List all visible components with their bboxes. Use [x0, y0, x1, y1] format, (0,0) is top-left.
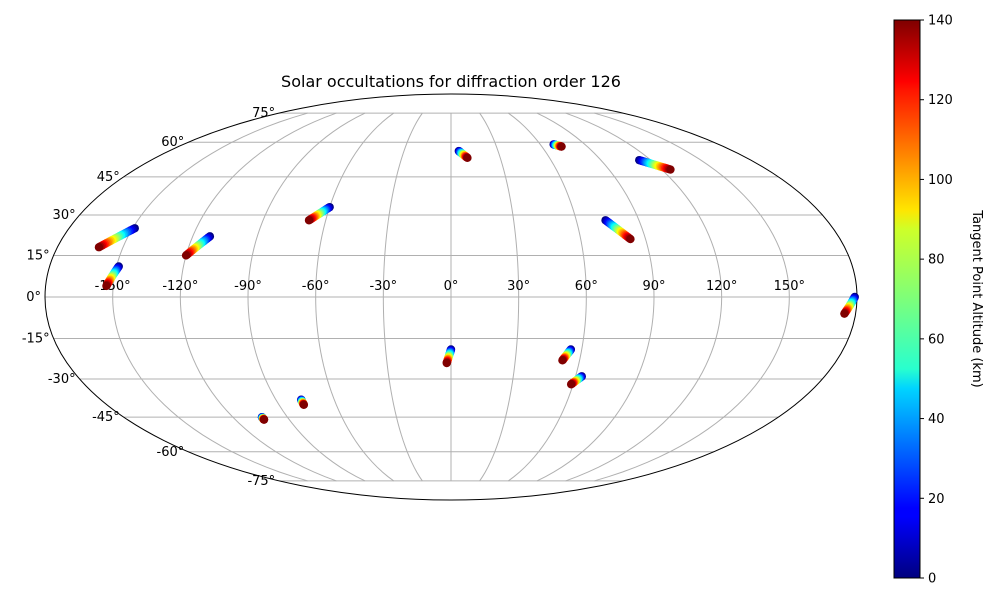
- x-tick-label: -30°: [369, 279, 397, 294]
- colorbar-tick-label: 120: [928, 93, 953, 108]
- track-point: [557, 142, 566, 151]
- occultation-track: [257, 412, 269, 424]
- occultation-track: [102, 262, 123, 291]
- y-tick-label: -60°: [157, 445, 185, 460]
- colorbar-tick-label: 40: [928, 412, 945, 427]
- track-point: [558, 356, 567, 365]
- track-point: [463, 153, 472, 163]
- occultation-track: [549, 140, 566, 151]
- occultation-track: [297, 395, 309, 409]
- chart-title: Solar occultations for diffraction order…: [281, 72, 621, 91]
- meridian-line: [382, 112, 423, 482]
- colorbar-label: Tangent Point Altitude (km): [969, 209, 984, 387]
- occultation-track: [181, 232, 215, 260]
- x-tick-label: 150°: [774, 279, 805, 294]
- y-tick-label: -30°: [48, 372, 76, 387]
- track-point: [259, 415, 269, 424]
- meridian-line: [112, 112, 308, 482]
- colorbar-tick-label: 100: [928, 173, 953, 188]
- track-point: [566, 380, 576, 389]
- graticule: [45, 112, 857, 482]
- y-tick-label: 60°: [161, 135, 184, 150]
- y-tick-label: 15°: [27, 248, 50, 263]
- occultation-track: [558, 345, 576, 365]
- occultation-track: [454, 146, 472, 163]
- x-tick-label: -60°: [302, 279, 330, 294]
- occultation-track: [304, 202, 334, 225]
- track-point: [181, 251, 191, 260]
- track-point: [94, 243, 104, 252]
- y-tick-label: 45°: [97, 170, 120, 185]
- track-point: [626, 234, 635, 244]
- occultation-track: [840, 292, 859, 318]
- colorbar-tick-label: 60: [928, 332, 945, 347]
- meridian-line: [247, 112, 366, 482]
- colorbar-ticks: 0 20 40 60 80 100 120 140: [920, 14, 953, 587]
- occultation-tracks: [94, 140, 859, 424]
- y-tick-label: -15°: [22, 332, 50, 347]
- colorbar-tick-label: 20: [928, 492, 945, 507]
- occultation-track: [442, 345, 456, 368]
- meridian-line: [315, 112, 395, 482]
- track-point: [299, 400, 309, 409]
- occultation-track: [601, 216, 635, 244]
- meridian-line: [536, 112, 655, 482]
- x-tick-label: 60°: [575, 279, 598, 294]
- meridian-line: [507, 112, 587, 482]
- occultation-track: [635, 155, 675, 174]
- colorbar-tick-label: 140: [928, 14, 953, 29]
- track-point: [304, 216, 314, 225]
- occultation-track: [94, 224, 139, 252]
- colorbar-tick-label: 0: [928, 572, 936, 587]
- colorbar-tick-label: 80: [928, 253, 945, 268]
- colorbar: [893, 19, 921, 579]
- occultation-track: [566, 372, 586, 389]
- y-tick-label: 30°: [53, 208, 76, 223]
- y-tick-label: -75°: [247, 474, 275, 489]
- y-tick-label: 75°: [252, 106, 275, 121]
- meridian-line: [594, 112, 790, 482]
- latitude-tick-labels: -75° -60° -45° -30° -15° 0° 15° 30° 45° 60° 75°: [22, 106, 275, 489]
- x-tick-label: 120°: [706, 279, 737, 294]
- longitude-tick-labels: -150° -120° -90° -60° -30° 0° 30° 60° 90° 120° 150…: [95, 279, 805, 294]
- track-point: [442, 358, 451, 368]
- meridian-line: [479, 112, 520, 482]
- x-tick-label: -120°: [162, 279, 198, 294]
- y-tick-label: 0°: [26, 290, 41, 305]
- x-tick-label: -90°: [234, 279, 262, 294]
- y-tick-label: -45°: [92, 410, 120, 425]
- x-tick-label: 30°: [507, 279, 530, 294]
- x-tick-label: 90°: [642, 279, 665, 294]
- track-point: [840, 309, 849, 318]
- x-tick-label: 0°: [444, 279, 459, 294]
- track-point: [102, 281, 111, 291]
- track-point: [666, 165, 675, 174]
- meridian-line: [179, 112, 337, 482]
